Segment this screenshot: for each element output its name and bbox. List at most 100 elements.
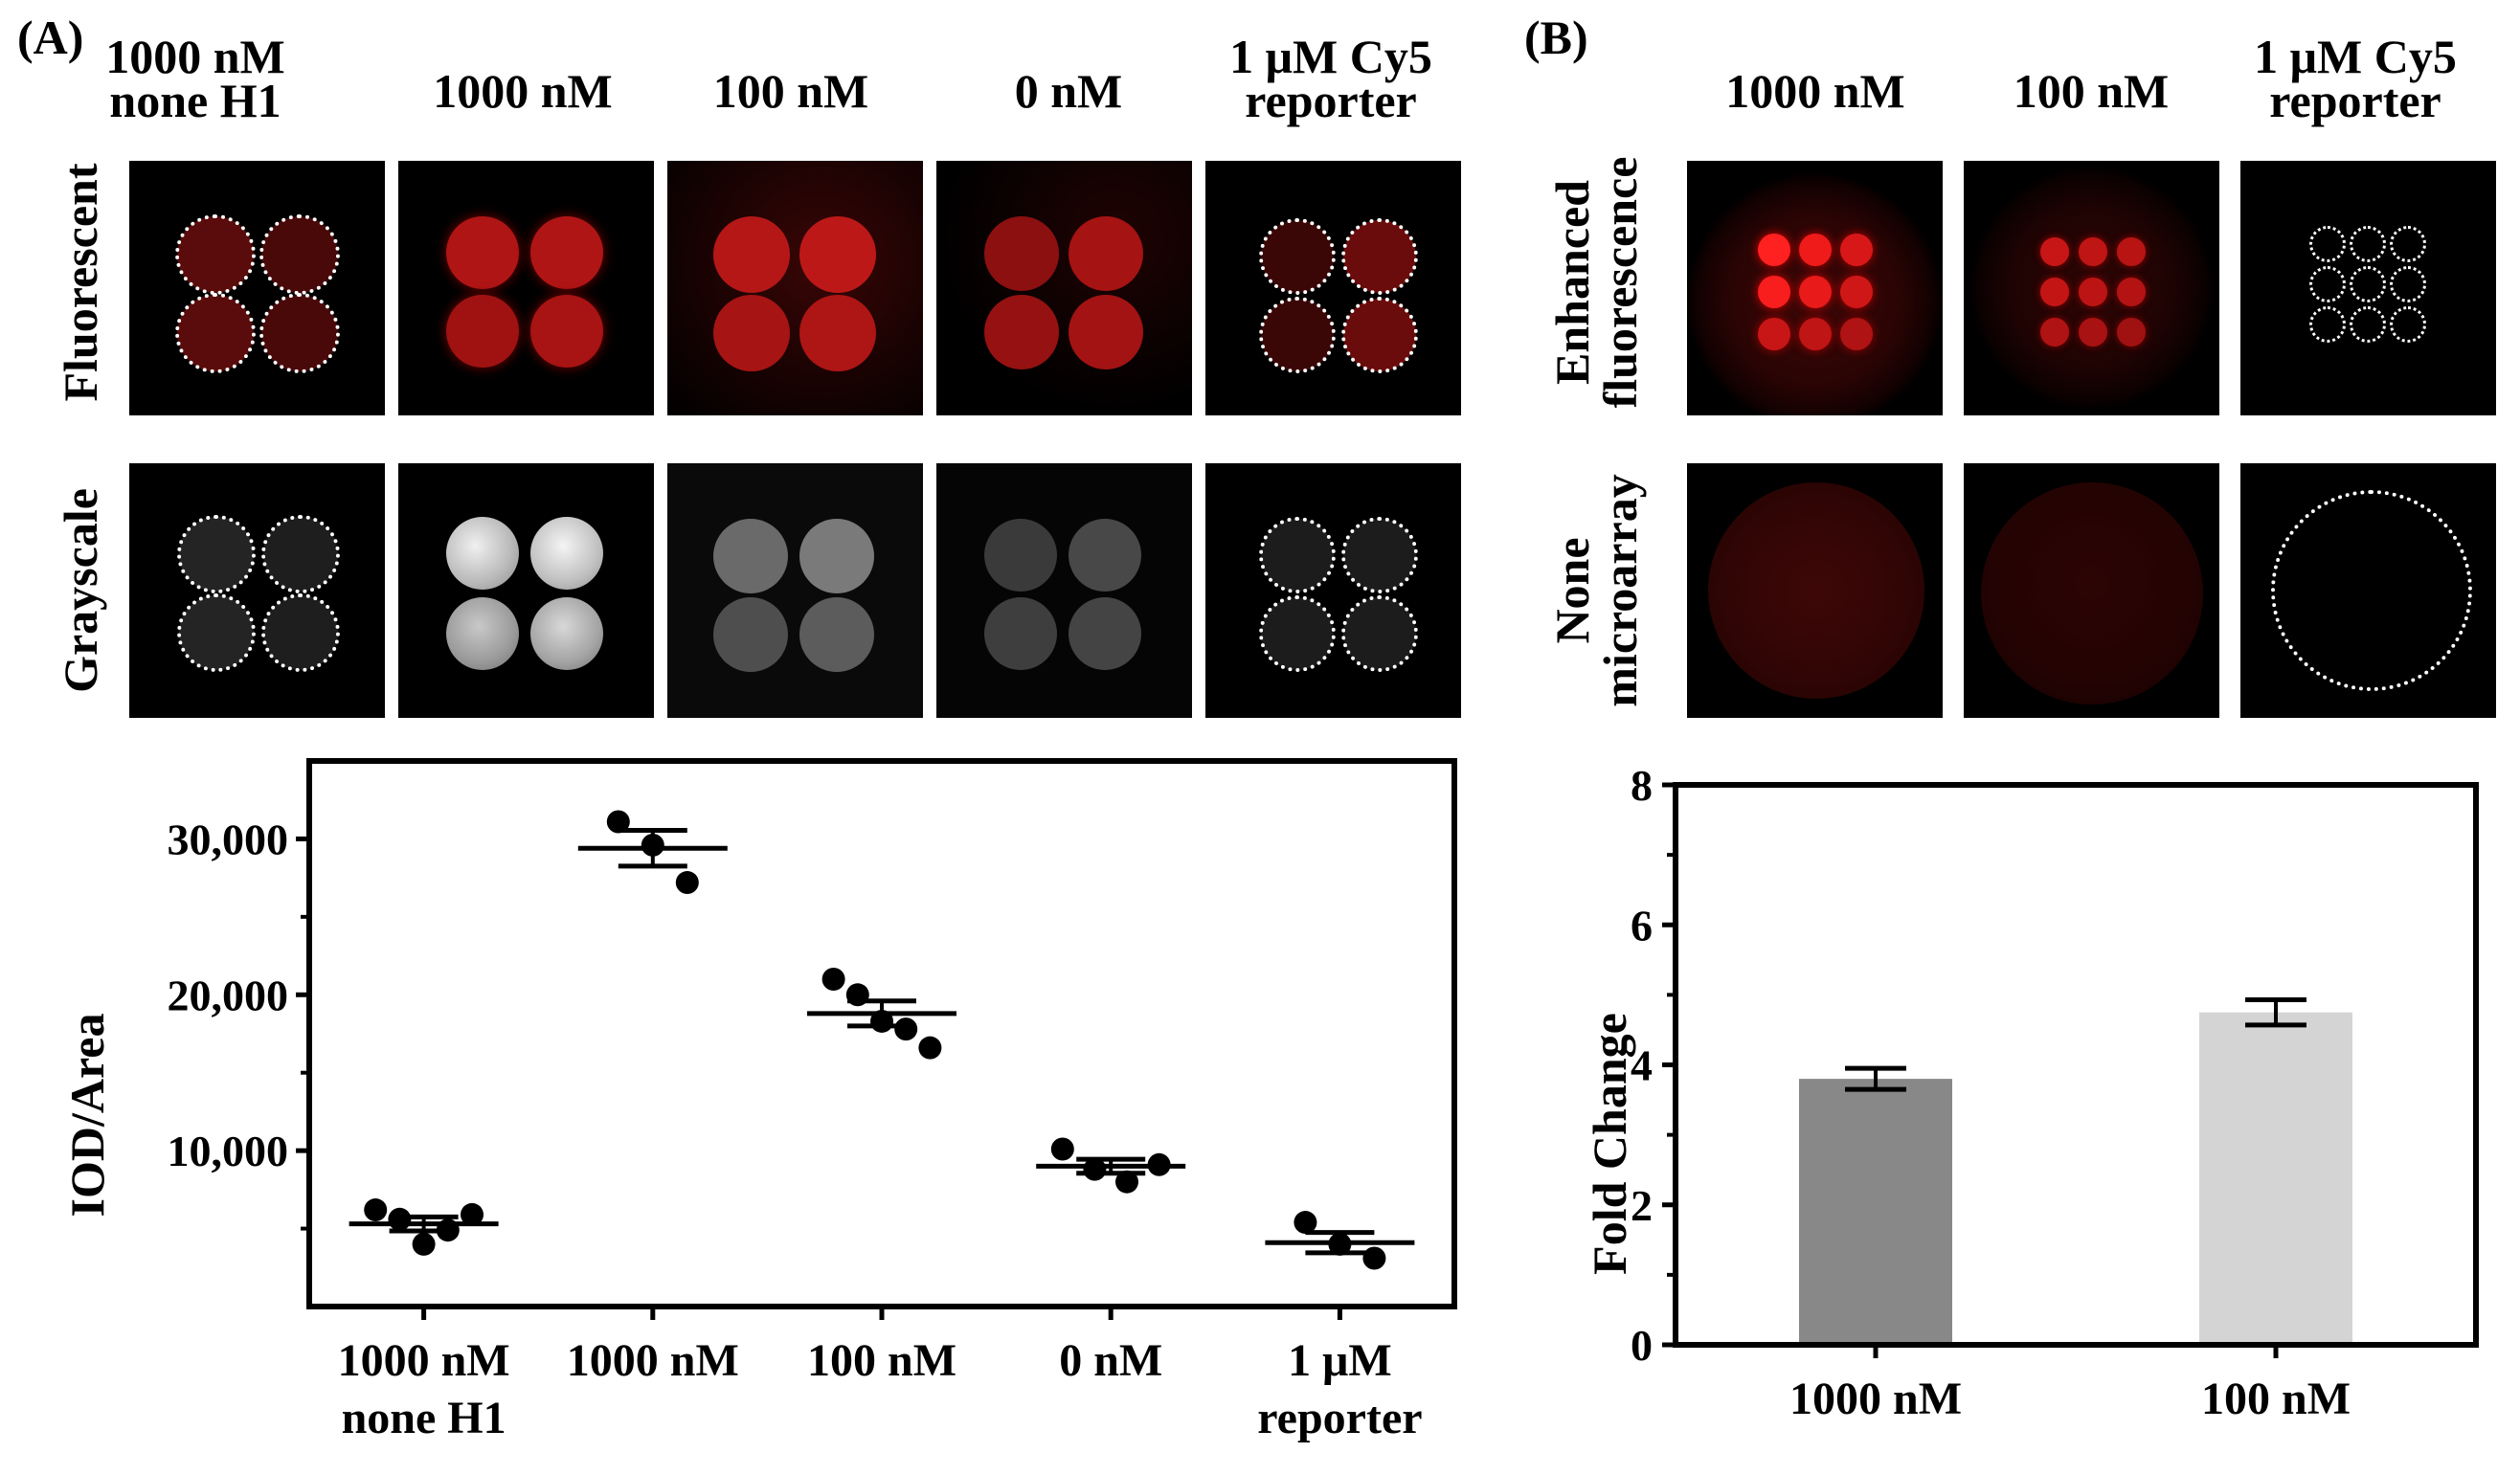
chart-b-x-tick-label: 1000 nM — [1789, 1374, 1962, 1424]
chart-a-data-point — [845, 983, 869, 1007]
dotted-outline-ring — [175, 293, 256, 373]
dotted-outline-ring — [175, 214, 256, 295]
dotted-outline-ring — [1259, 297, 1336, 373]
chart-a-data-point — [821, 968, 845, 991]
panel-b-row-label-enhanced-fluorescence: Enhanced fluorescence — [1545, 156, 1647, 409]
dotted-outline-ring — [259, 214, 340, 295]
panel-b-row-label-none-microarray: None microarray — [1545, 474, 1647, 706]
dotted-outline-ring — [1341, 297, 1418, 373]
chart-b-y-tick-label: 2 — [1631, 1181, 1653, 1230]
chart-a-data-point — [412, 1232, 436, 1256]
panel-a-col-header-1-line2: none H1 — [109, 74, 281, 127]
dotted-outline-ring — [2309, 306, 2346, 343]
chart-a-y-tick-label: 10,000 — [168, 1127, 289, 1175]
dotted-outline-ring — [2271, 490, 2472, 691]
chart-a-y-axis-title: IOD/Area — [60, 1014, 114, 1218]
dotted-outline-ring — [177, 593, 256, 672]
dotted-outline-ring — [2390, 306, 2426, 343]
chart-b-y-tick-label: 4 — [1631, 1041, 1653, 1090]
panel-a-col-header-2: 1000 nM — [433, 64, 613, 118]
fluorescent-image-0nm — [936, 161, 1192, 415]
chart-a-data-point — [918, 1036, 942, 1060]
panel-a-col-header-3: 100 nM — [712, 64, 869, 118]
chart-a-data-point — [1083, 1157, 1107, 1181]
dotted-outline-ring — [261, 515, 340, 593]
chart-b-frame — [1673, 782, 2479, 1348]
chart-a-data-point — [870, 1009, 893, 1033]
dotted-outline-ring — [1259, 595, 1336, 672]
panel-b-col-header-3-line2: reporter — [2269, 74, 2441, 127]
dotted-outline-ring — [259, 293, 340, 373]
none-microarray-image-100nm — [1964, 463, 2219, 718]
chart-a-data-point — [1147, 1152, 1171, 1176]
chart-a-data-point — [461, 1202, 484, 1226]
chart-a-data-point — [894, 1017, 918, 1041]
dotted-outline-ring — [261, 593, 340, 672]
chart-a-x-tick-label: 0 nM — [1059, 1335, 1162, 1386]
dotted-outline-ring — [2390, 226, 2426, 262]
chart-a-data-point — [1294, 1211, 1317, 1235]
dotted-outline-ring — [2390, 266, 2426, 302]
chart-a-y-tick-label: 30,000 — [168, 815, 289, 863]
chart-a-data-point — [388, 1207, 412, 1231]
fluorescent-image-1000nm-none-h1 — [129, 161, 385, 415]
chart-a-x-tick-label-line2: reporter — [1257, 1393, 1422, 1443]
chart-a-x-tick-label-line2: none H1 — [342, 1393, 506, 1443]
fluorescent-image-1000nm — [398, 161, 654, 415]
chart-a-x-tick-label: 1000 nM — [567, 1335, 739, 1386]
none-microarray-image-1000nm — [1687, 463, 1943, 718]
panel-a-col-header-1-line1: 1000 nM — [105, 30, 285, 83]
chart-a-data-point — [1328, 1232, 1352, 1256]
chart-b-y-axis-title: Fold Change — [1583, 1013, 1636, 1275]
dotted-outline-ring — [1341, 595, 1418, 672]
enhanced-fluorescence-image-cy5-reporter — [2240, 161, 2496, 415]
dotted-outline-ring — [1259, 517, 1336, 593]
dotted-outline-ring — [1259, 218, 1336, 295]
chart-b-x-tick-label: 100 nM — [2201, 1374, 2351, 1424]
chart-b-y-tick-label: 6 — [1631, 901, 1653, 950]
panel-b-row-label-2-line1: None — [1545, 537, 1599, 644]
chart-a-y-tick-label: 20,000 — [168, 971, 289, 1019]
chart-a-data-point — [436, 1218, 460, 1242]
dotted-outline-ring — [2350, 306, 2386, 343]
chart-a-data-point — [1115, 1170, 1138, 1194]
dotted-outline-ring — [2350, 266, 2386, 302]
grayscale-image-0nm — [936, 463, 1192, 718]
panel-a-row-label-fluorescent: Fluorescent — [54, 163, 107, 402]
none-microarray-image-cy5-reporter — [2240, 463, 2496, 718]
chart-a-data-point — [1050, 1137, 1074, 1161]
chart-b-bar — [1799, 1079, 1952, 1345]
panel-a-col-header-5-line1: 1 μM Cy5 — [1229, 30, 1432, 83]
grayscale-image-cy5-reporter — [1205, 463, 1461, 718]
fluorescent-image-100nm — [667, 161, 923, 415]
dotted-outline-ring — [2309, 226, 2346, 262]
panel-a-row-label-grayscale: Grayscale — [54, 488, 107, 693]
panel-b-row-label-1-line1: Enhanced — [1545, 180, 1599, 385]
dotted-outline-ring — [177, 515, 256, 593]
chart-b-y-tick-label: 0 — [1631, 1321, 1653, 1370]
fluorescent-image-cy5-reporter — [1205, 161, 1461, 415]
panel-a-col-header-1: 1000 nM none H1 — [80, 30, 310, 127]
grayscale-image-100nm — [667, 463, 923, 718]
dotted-outline-ring — [2309, 266, 2346, 302]
chart-a-data-point — [641, 833, 664, 857]
enhanced-fluorescence-image-1000nm — [1687, 161, 1943, 415]
panel-a-col-header-5-line2: reporter — [1245, 74, 1417, 127]
dotted-outline-ring — [1341, 517, 1418, 593]
enhanced-fluorescence-image-100nm — [1964, 161, 2219, 415]
chart-a-x-tick-label: 100 nM — [807, 1335, 956, 1386]
chart-b-bar — [2199, 1012, 2352, 1345]
panel-b-row-label-1-line2: fluorescence — [1593, 156, 1647, 409]
chart-b-y-tick-label: 8 — [1631, 761, 1653, 810]
chart-a-data-point — [1362, 1246, 1386, 1270]
chart-a-x-tick-label: 1000 nM — [338, 1335, 510, 1386]
panel-b-col-header-2: 100 nM — [2013, 64, 2170, 118]
panel-a-label: (A) — [17, 11, 84, 64]
panel-b-col-header-3-line1: 1 μM Cy5 — [2254, 30, 2457, 83]
chart-b-fold-change: Fold Change 1000 nM 100 nM 0 2 4 6 8 — [1583, 761, 2479, 1424]
chart-a-x-tick-label: 1 μM — [1288, 1335, 1392, 1386]
chart-a-data-point — [364, 1198, 388, 1222]
chart-a-iod-area: IOD/Area 10,000 20,000 30,000 1000 nM none H… — [60, 758, 1457, 1443]
dotted-outline-ring — [2350, 226, 2386, 262]
panel-b-label: (B) — [1524, 11, 1588, 64]
